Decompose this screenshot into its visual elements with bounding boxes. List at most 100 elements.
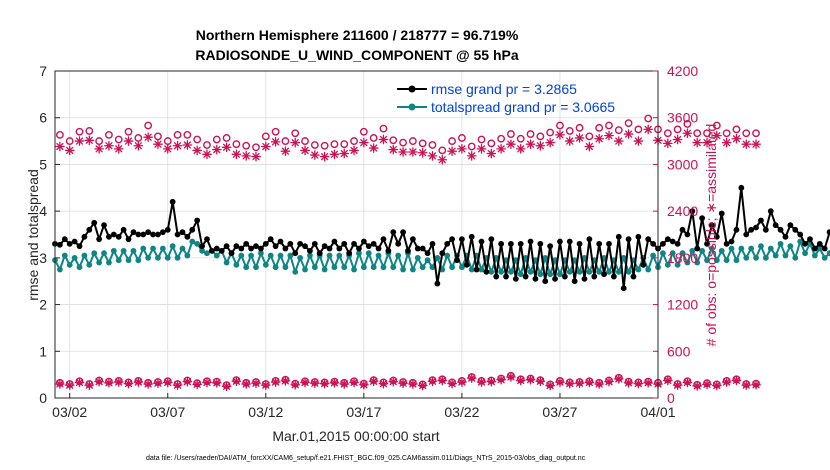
- rmse-point: [120, 226, 127, 233]
- spread-point: [508, 268, 514, 275]
- possible-point: [281, 137, 290, 145]
- assimilated_bottom-point: [721, 377, 732, 387]
- spread-point: [517, 271, 524, 278]
- possible-point: [663, 129, 672, 138]
- rmse-point: [444, 240, 451, 247]
- assimilated_bottom-point: [182, 376, 193, 387]
- spread-point: [424, 257, 431, 264]
- assimilated-point: [349, 145, 359, 156]
- rmse-point: [802, 240, 808, 247]
- series-lines: [52, 184, 830, 292]
- rmse-point: [238, 245, 245, 252]
- assimilated_bottom-point: [741, 380, 752, 391]
- spread-point: [194, 240, 201, 247]
- x-tick-label: 03/07: [150, 404, 185, 420]
- possible-point: [261, 132, 270, 141]
- assimilated-point: [329, 149, 340, 160]
- spread-point: [258, 250, 264, 257]
- rmse-point: [503, 273, 509, 280]
- assimilated-point: [309, 150, 320, 160]
- axis-ticks: [55, 70, 659, 399]
- assimilated-point: [643, 124, 654, 135]
- left-tick-label: 4: [39, 203, 47, 219]
- legend-rmse-label: rmse grand pr = 3.2865: [431, 81, 577, 97]
- spread-point: [120, 247, 127, 254]
- possible-point: [536, 132, 545, 141]
- legend-rmse-marker: [408, 85, 416, 93]
- spread-point: [321, 266, 328, 273]
- assimilated-point: [123, 136, 134, 146]
- rmse-point: [684, 231, 691, 238]
- assimilated-point: [496, 144, 506, 154]
- possible-point: [232, 140, 241, 149]
- rmse-point: [753, 224, 759, 231]
- assimilated_bottom-point: [506, 372, 516, 382]
- assimilated_bottom-point: [221, 381, 232, 392]
- rmse-point: [704, 240, 710, 247]
- assimilated-point: [368, 143, 379, 153]
- spread-point: [336, 252, 343, 259]
- possible-point: [301, 137, 309, 145]
- spread-point: [61, 252, 68, 259]
- assimilated_bottom-point: [143, 379, 153, 389]
- left-tick-label: 7: [39, 63, 47, 79]
- rmse-point: [787, 222, 794, 229]
- spread-point: [797, 238, 804, 245]
- assimilated_bottom-point: [280, 376, 291, 386]
- assimilated_bottom-point: [398, 378, 408, 389]
- assimilated_bottom-point: [241, 379, 252, 389]
- possible-point: [712, 121, 721, 130]
- assimilated-point: [476, 144, 487, 154]
- rmse-point: [140, 231, 147, 238]
- assimilated-point: [339, 148, 350, 159]
- rmse-point: [792, 226, 799, 233]
- rmse-point: [522, 273, 529, 280]
- spread-point: [57, 266, 63, 273]
- possible-point: [752, 129, 760, 138]
- spread-point: [159, 245, 166, 252]
- spread-point: [331, 264, 338, 271]
- possible-point: [595, 123, 604, 132]
- spread-point: [811, 252, 818, 259]
- rmse-point: [606, 240, 612, 247]
- possible-point: [683, 120, 692, 128]
- spread-point: [699, 247, 706, 254]
- spread-point: [360, 264, 367, 271]
- spread-point: [434, 254, 441, 261]
- spread-point: [444, 252, 451, 259]
- assimilated_bottom-point: [231, 376, 242, 387]
- spread-point: [743, 254, 750, 261]
- spread-point: [679, 250, 686, 257]
- rmse-point: [395, 240, 402, 247]
- assimilated-point: [280, 146, 291, 157]
- assimilated_bottom-point: [388, 376, 399, 387]
- rmse-point: [660, 240, 666, 247]
- rmse-point: [356, 245, 362, 252]
- assimilated-point: [584, 141, 595, 152]
- obs-count-markers: [55, 114, 761, 392]
- rmse-point: [346, 250, 353, 257]
- assimilated-point: [506, 139, 516, 150]
- assimilated_bottom-point: [623, 377, 634, 388]
- rmse-point: [145, 229, 152, 236]
- rmse-point: [488, 236, 495, 243]
- assimilated_bottom-point: [584, 377, 595, 388]
- spread-point: [758, 243, 764, 250]
- spread-point: [155, 254, 161, 261]
- assimilated_bottom-point: [457, 377, 467, 387]
- spread-point: [395, 252, 402, 259]
- rmse-point: [218, 247, 225, 254]
- right-tick-label: 3600: [667, 110, 698, 126]
- rmse-point: [91, 219, 98, 226]
- rmse-point: [718, 210, 725, 217]
- left-tick-label: 1: [39, 343, 47, 359]
- rmse-point: [640, 261, 647, 268]
- possible-point: [487, 139, 496, 148]
- rmse-point: [125, 236, 132, 243]
- assimilated_bottom-point: [339, 379, 350, 389]
- spread-point: [174, 254, 181, 261]
- assimilated-point: [535, 140, 546, 151]
- possible-point: [507, 130, 515, 138]
- rmse-point: [615, 233, 622, 240]
- assimilated_bottom-point: [466, 373, 477, 383]
